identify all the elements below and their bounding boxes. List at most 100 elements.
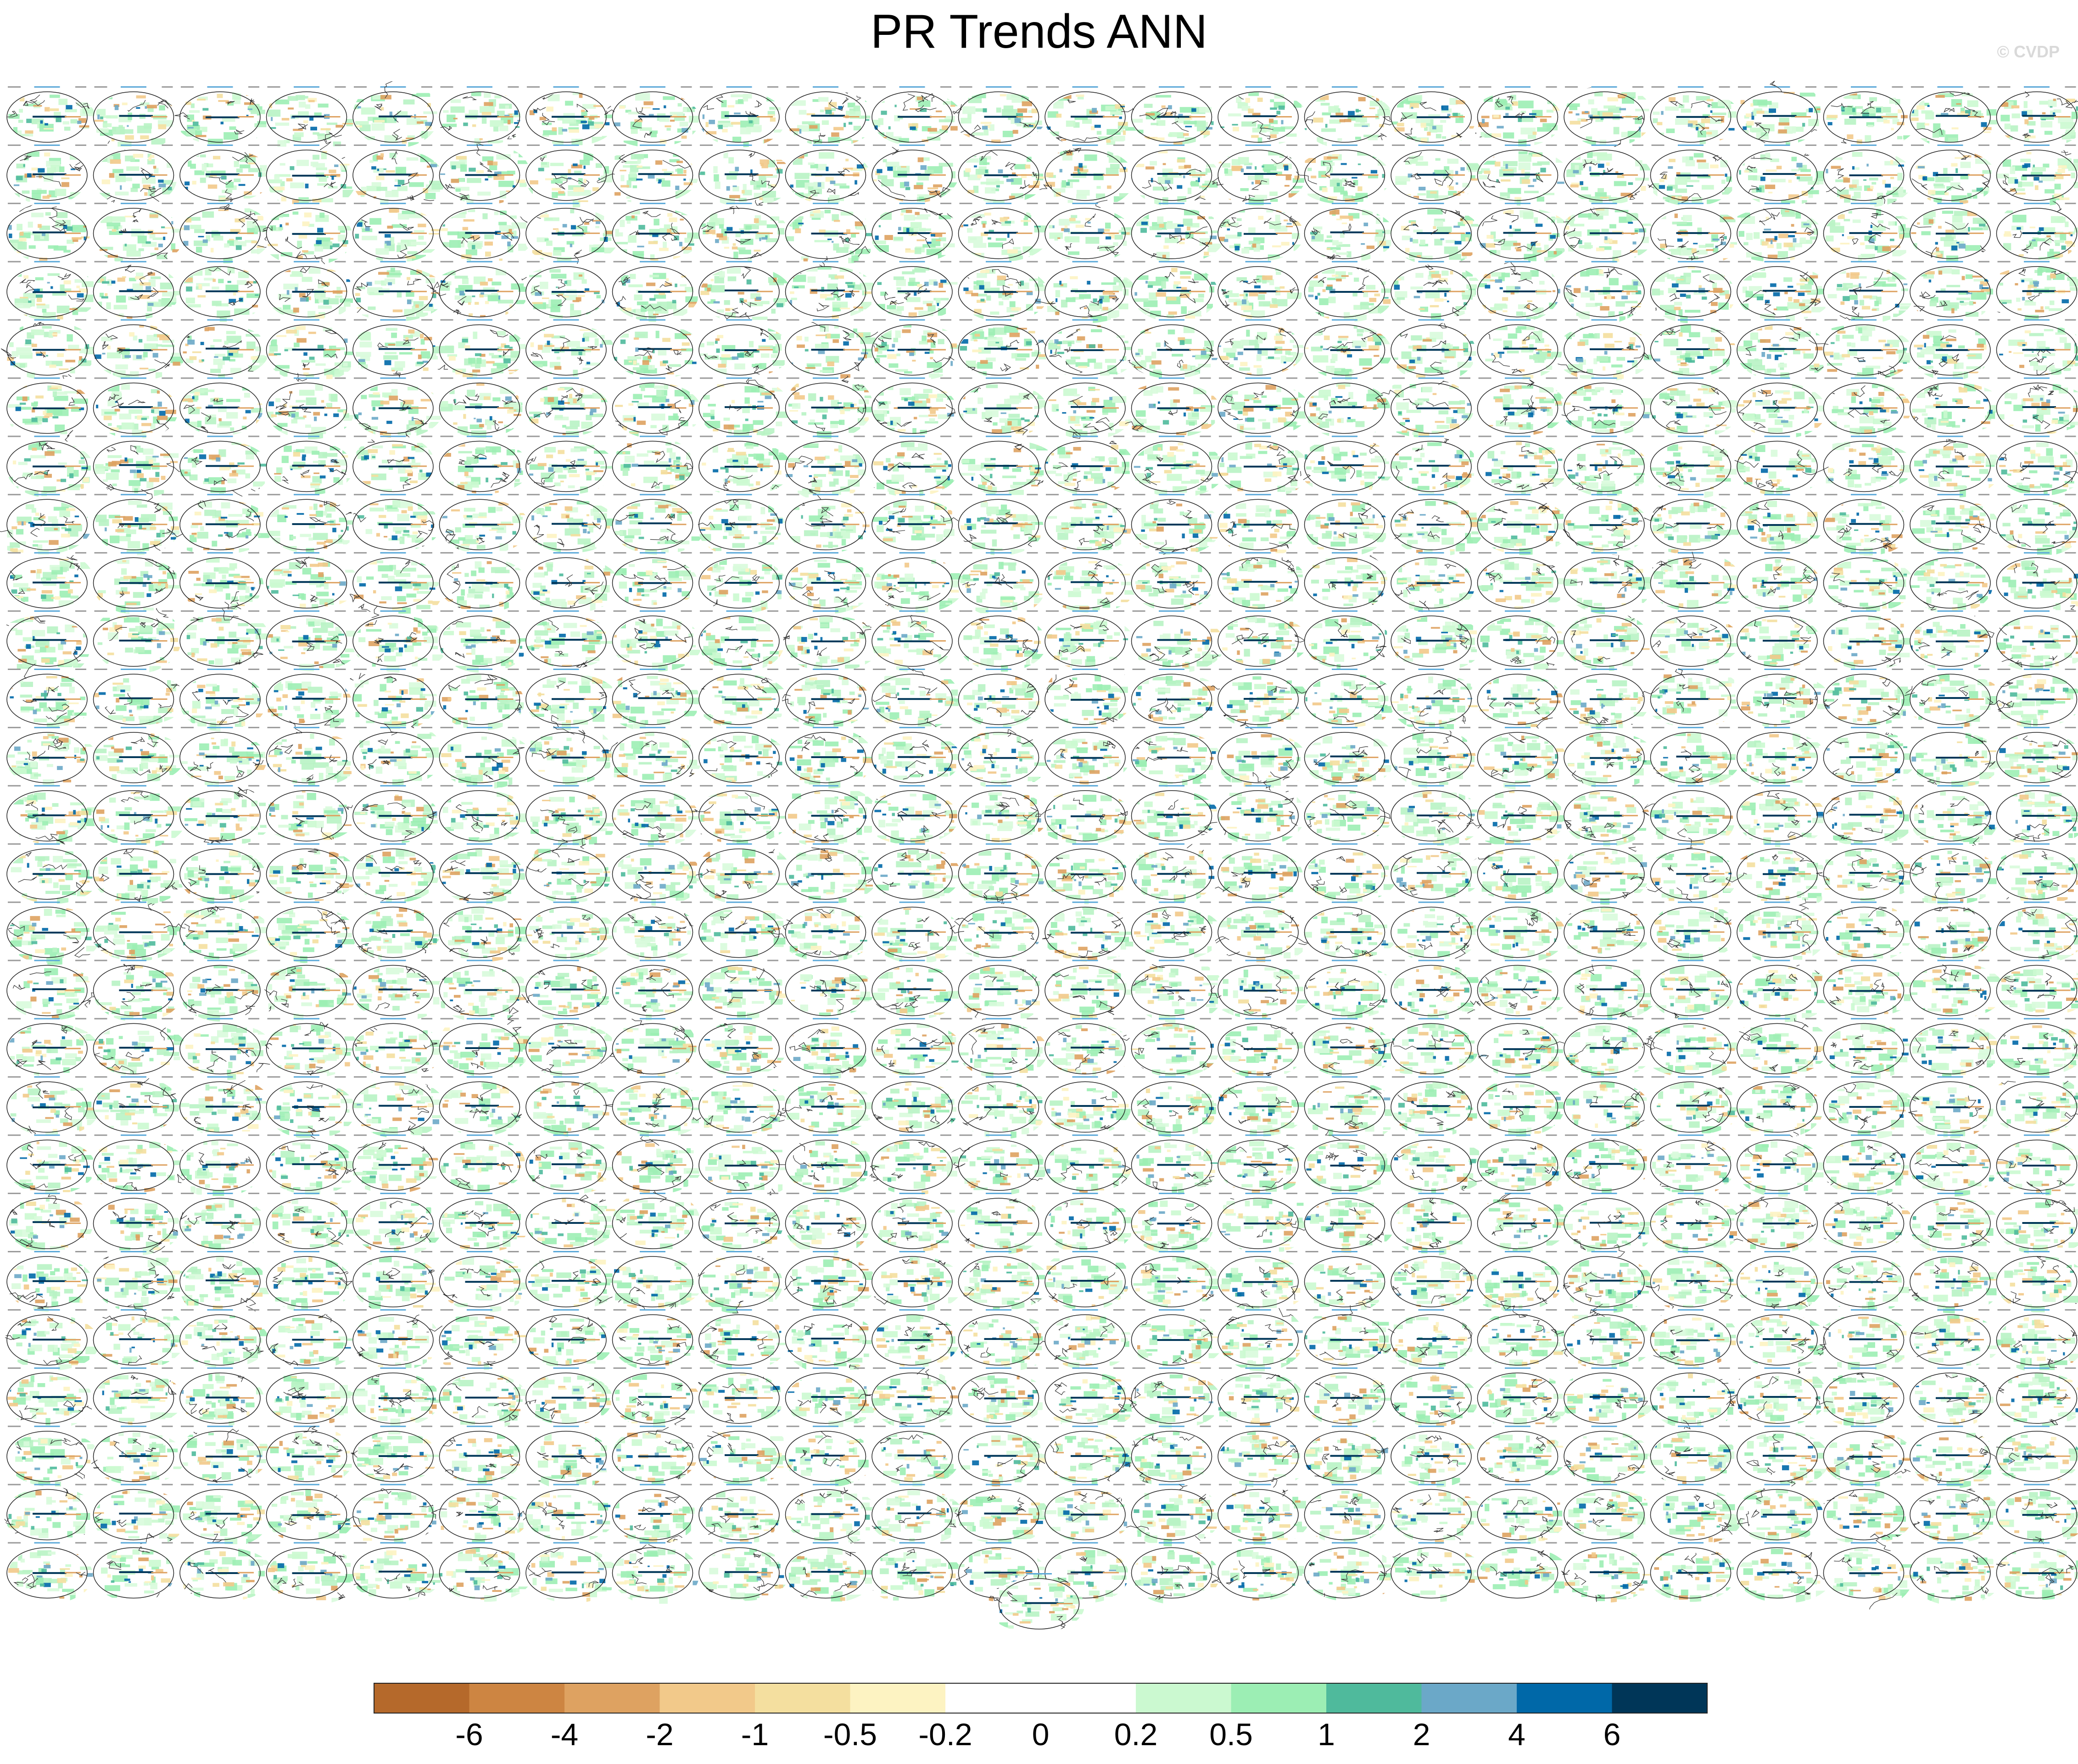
map-panel	[161, 494, 274, 555]
map-panel	[1642, 667, 1744, 728]
map-panel	[1131, 202, 1225, 263]
map-panel	[1910, 494, 1999, 553]
map-panel	[785, 144, 871, 204]
map-panel	[525, 785, 617, 851]
map-panel	[1732, 435, 1826, 496]
map-panel	[1801, 435, 1916, 492]
map-panel	[612, 785, 700, 847]
map-panel	[525, 435, 615, 494]
map-panel	[1218, 202, 1304, 261]
map-panel	[1554, 319, 1653, 382]
map-panel	[1910, 610, 2000, 672]
map-panel	[1726, 843, 1830, 916]
map-panel	[871, 726, 961, 785]
map-panel	[779, 901, 874, 962]
map-panel	[1910, 319, 1991, 381]
map-panel	[93, 86, 179, 151]
map-panel	[1374, 377, 1474, 438]
map-panel	[1564, 144, 1653, 205]
map-panel	[6, 86, 95, 144]
colorbar-tick-label: 0.5	[1209, 1717, 1253, 1752]
map-panel	[958, 319, 1053, 379]
map-panel	[1391, 435, 1478, 494]
colorbar-segment	[1326, 1683, 1422, 1713]
map-panel	[1737, 261, 1832, 322]
map-panel	[439, 726, 535, 789]
map-panel	[1737, 785, 1827, 848]
colorbar-segment	[1421, 1683, 1517, 1713]
map-panel	[1131, 669, 1224, 725]
map-panel	[1131, 726, 1222, 788]
map-panel	[266, 261, 356, 321]
map-panel	[1304, 202, 1395, 262]
map-panel	[1643, 843, 1737, 907]
colorbar-tick-label: 1	[1318, 1717, 1335, 1752]
map-panel	[336, 668, 438, 733]
map-panel	[1218, 494, 1309, 556]
map-panel	[525, 724, 614, 785]
map-panel	[1045, 662, 1134, 727]
colorbar-tick-label: 0	[1032, 1717, 1050, 1752]
colorbar-tick-label: 4	[1508, 1717, 1525, 1752]
map-panel	[1823, 202, 1918, 262]
colorbar-segment	[1612, 1683, 1708, 1713]
map-panel	[1304, 610, 1391, 670]
map-panel	[6, 785, 102, 845]
map-panel	[1910, 144, 1997, 205]
map-panel	[1045, 552, 1137, 613]
map-panel	[6, 377, 93, 445]
map-panel	[349, 319, 446, 379]
map-panel	[266, 319, 358, 383]
map-panel	[266, 552, 359, 609]
colorbar-tick-label: -6	[455, 1717, 483, 1752]
map-panel	[693, 435, 793, 496]
map-panel	[525, 901, 616, 960]
map-panel	[525, 838, 613, 904]
map-panel	[1391, 144, 1484, 201]
map-panel	[266, 610, 360, 671]
map-panel	[1477, 377, 1566, 436]
map-panel	[266, 726, 359, 787]
map-panel	[266, 843, 358, 902]
colorbar-tick-label: -0.5	[823, 1717, 877, 1752]
map-panel	[1477, 901, 1567, 963]
map-panel	[1295, 144, 1391, 204]
map-panel	[1996, 200, 2078, 262]
map-panel	[352, 721, 444, 787]
map-panel	[1131, 785, 1219, 842]
map-panel	[179, 202, 272, 263]
map-panel	[1910, 202, 1994, 262]
map-panel	[871, 319, 965, 380]
map-panel	[958, 144, 1047, 204]
map-panel	[439, 785, 529, 843]
map-panel	[785, 435, 866, 502]
map-panel	[1218, 610, 1309, 667]
map-panel	[1737, 552, 1822, 613]
map-panel	[1737, 726, 1828, 787]
map-panel	[1737, 494, 1824, 552]
map-panel	[1996, 319, 2078, 377]
map-panel	[1477, 726, 1568, 790]
map-panel	[871, 667, 960, 731]
map-panel	[958, 552, 1046, 617]
map-panel	[6, 202, 90, 263]
map-panel	[698, 726, 787, 783]
map-panel	[93, 489, 182, 556]
map-panel	[437, 86, 528, 145]
map-panel	[1131, 86, 1219, 145]
map-panel	[439, 494, 530, 554]
map-panel	[1996, 144, 2078, 206]
map-panel	[266, 144, 357, 212]
map-panel	[1477, 144, 1571, 206]
map-panel	[695, 842, 792, 905]
map-panel	[179, 552, 264, 612]
map-panel	[1218, 86, 1308, 146]
map-panel	[1045, 435, 1134, 496]
map-panel	[1477, 610, 1566, 675]
map-panel	[785, 494, 870, 553]
map-panel	[870, 202, 961, 263]
map-panel	[1391, 319, 1476, 383]
map-panel	[1647, 552, 1742, 612]
map-panel	[1802, 319, 1915, 382]
colorbar-tick-label: 0.2	[1114, 1717, 1158, 1752]
